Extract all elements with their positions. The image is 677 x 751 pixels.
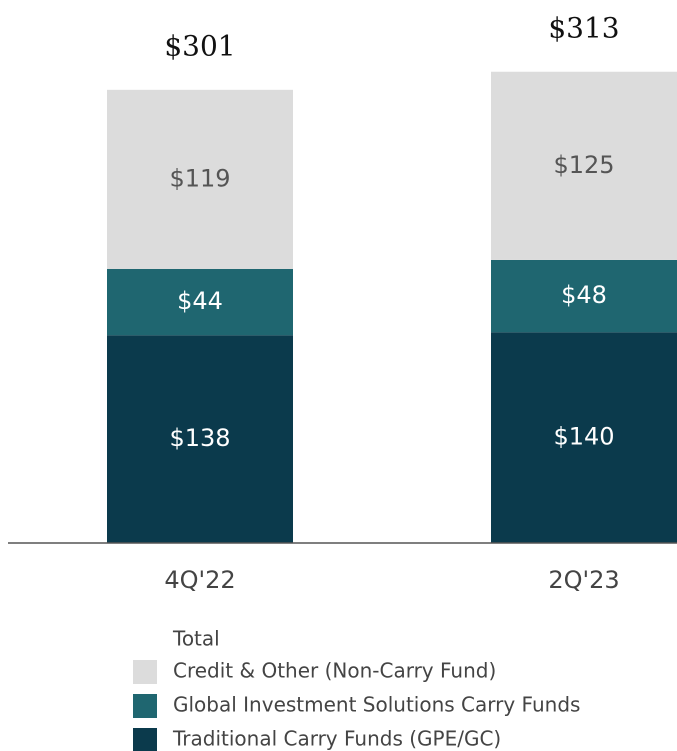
data-label: $44 bbox=[177, 287, 223, 315]
data-label: $125 bbox=[553, 151, 614, 179]
data-label: $119 bbox=[169, 164, 230, 192]
bar-segment bbox=[107, 268, 293, 336]
total-label: $313 bbox=[548, 11, 619, 44]
data-label: $140 bbox=[553, 423, 614, 451]
data-label: $138 bbox=[169, 424, 230, 452]
legend-swatch bbox=[133, 728, 157, 751]
x-tick-label: 2Q'23 bbox=[548, 566, 619, 594]
total-label: $301 bbox=[164, 29, 235, 62]
x-tick-label: 4Q'22 bbox=[164, 566, 235, 594]
legend-label: Traditional Carry Funds (GPE/GC) bbox=[172, 727, 501, 751]
legend-swatch bbox=[133, 660, 157, 684]
legend-label: Global Investment Solutions Carry Funds bbox=[173, 693, 580, 717]
data-label: $48 bbox=[561, 281, 607, 309]
legend-label: Total bbox=[172, 627, 220, 651]
bar-segment bbox=[491, 332, 677, 543]
bar-segment bbox=[491, 259, 677, 333]
bar-segment bbox=[107, 335, 293, 543]
legend-label: Credit & Other (Non-Carry Fund) bbox=[173, 659, 496, 683]
bar-segment bbox=[491, 71, 677, 260]
bar-segment bbox=[107, 89, 293, 269]
legend-swatch bbox=[133, 694, 157, 718]
